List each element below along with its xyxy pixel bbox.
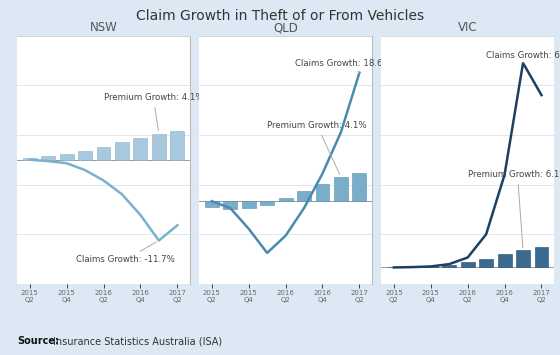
- Bar: [279, 198, 292, 201]
- Title: NSW: NSW: [90, 21, 118, 34]
- Text: Premium Growth: 4.1%: Premium Growth: 4.1%: [104, 93, 203, 131]
- Title: QLD: QLD: [273, 21, 298, 34]
- Bar: [461, 262, 475, 267]
- Text: Claims Growth: 61.7%: Claims Growth: 61.7%: [486, 51, 560, 63]
- Bar: [479, 259, 493, 267]
- Bar: [316, 184, 329, 201]
- Bar: [260, 201, 274, 204]
- Bar: [205, 201, 219, 207]
- Bar: [424, 266, 438, 267]
- Text: Claim Growth in Theft of or From Vehicles: Claim Growth in Theft of or From Vehicle…: [136, 9, 424, 23]
- Bar: [223, 201, 237, 209]
- Bar: [352, 173, 366, 201]
- Bar: [78, 152, 92, 160]
- Text: Premium Growth: 4.1%: Premium Growth: 4.1%: [267, 121, 367, 175]
- Bar: [96, 147, 110, 160]
- Title: VIC: VIC: [458, 21, 478, 34]
- Text: Source:: Source:: [17, 336, 59, 346]
- Bar: [115, 142, 129, 160]
- Bar: [442, 265, 456, 267]
- Bar: [535, 247, 548, 267]
- Bar: [242, 201, 255, 208]
- Bar: [297, 191, 311, 201]
- Bar: [41, 156, 55, 160]
- Bar: [133, 138, 147, 160]
- Bar: [170, 131, 184, 160]
- Text: Insurance Statistics Australia (ISA): Insurance Statistics Australia (ISA): [53, 336, 222, 346]
- Bar: [334, 177, 348, 201]
- Bar: [498, 254, 511, 267]
- Text: Claims Growth: 18.6%: Claims Growth: 18.6%: [295, 59, 390, 73]
- Bar: [152, 133, 166, 160]
- Text: Claims Growth: -11.7%: Claims Growth: -11.7%: [76, 242, 175, 264]
- Bar: [23, 158, 36, 160]
- Text: Premium Growth: 6.1%: Premium Growth: 6.1%: [468, 170, 560, 247]
- Bar: [60, 154, 73, 160]
- Bar: [516, 250, 530, 267]
